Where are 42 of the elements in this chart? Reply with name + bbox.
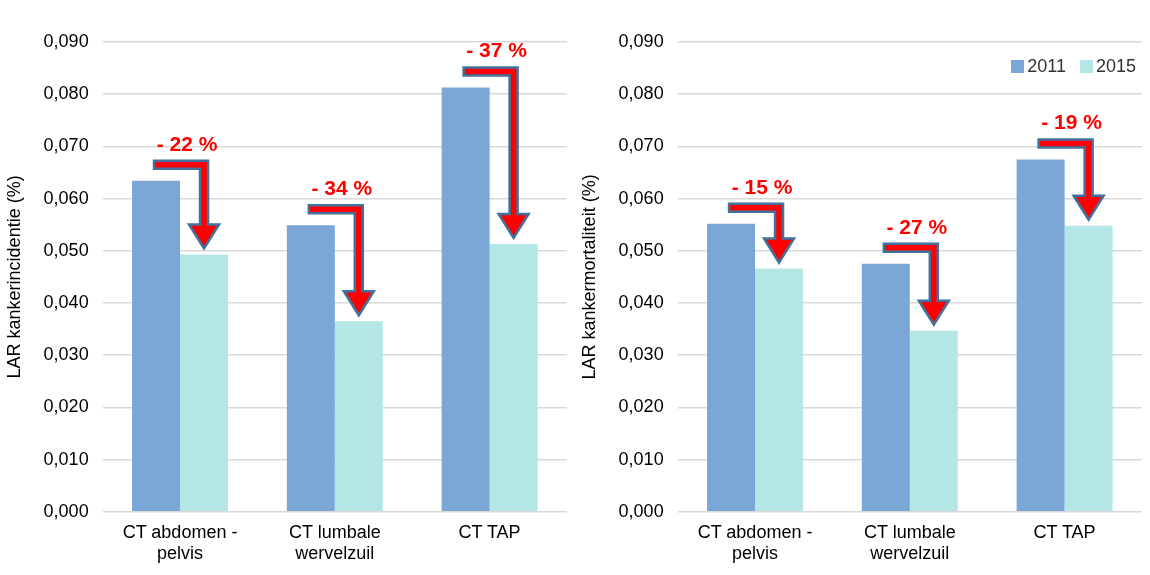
y-axis-title: LAR kankerincidentie (%) — [3, 175, 24, 379]
y-tick-label: 0,070 — [618, 135, 664, 156]
bar — [334, 321, 383, 512]
x-tick-label: CT TAP — [1033, 521, 1096, 542]
y-tick-label: 0,050 — [43, 239, 89, 260]
x-tick-label: CT lumbale wervelzuil — [288, 521, 381, 564]
y-tick-label: 0,000 — [618, 500, 664, 521]
y-tick-label: 0,090 — [43, 30, 89, 51]
bar — [1064, 225, 1113, 512]
y-tick-label: 0,050 — [618, 239, 664, 260]
y-tick-label: 0,040 — [43, 291, 89, 312]
annotation: - 27 % — [886, 214, 948, 238]
annotation: - 37 % — [466, 38, 528, 62]
y-tick-label: 0,030 — [43, 344, 89, 365]
bar — [180, 254, 229, 512]
y-tick-label: 0,070 — [43, 135, 89, 156]
x-tick-label: CT abdomen - pelvis — [122, 521, 238, 564]
y-tick-label: 0,040 — [618, 291, 664, 312]
annotation: - 22 % — [156, 131, 218, 155]
y-tick-label: 0,030 — [618, 344, 664, 365]
legend-label: 2011 — [1027, 56, 1066, 77]
x-tick-label: CT lumbale wervelzuil — [863, 521, 956, 564]
bar — [489, 244, 538, 512]
bar — [755, 268, 804, 512]
y-tick-label: 0,020 — [618, 396, 664, 417]
legend-label: 2015 — [1095, 56, 1136, 77]
y-tick-label: 0,080 — [43, 83, 89, 104]
bar — [909, 330, 958, 512]
y-axis-title: LAR kankermortaliteit (%) — [578, 174, 599, 380]
y-tick-label: 0,020 — [43, 396, 89, 417]
x-tick-label: CT TAP — [458, 521, 521, 542]
y-tick-label: 0,010 — [618, 448, 664, 469]
y-tick-label: 0,060 — [618, 187, 664, 208]
x-tick-label: CT abdomen - pelvis — [697, 521, 813, 564]
y-tick-label: 0,010 — [43, 448, 89, 469]
y-tick-label: 0,060 — [43, 187, 89, 208]
annotation: - 34 % — [311, 176, 373, 200]
annotation: - 15 % — [731, 174, 793, 198]
annotation: - 19 % — [1041, 110, 1103, 134]
y-tick-label: 0,090 — [618, 30, 664, 51]
y-tick-label: 0,000 — [43, 500, 89, 521]
y-tick-label: 0,080 — [618, 83, 664, 104]
